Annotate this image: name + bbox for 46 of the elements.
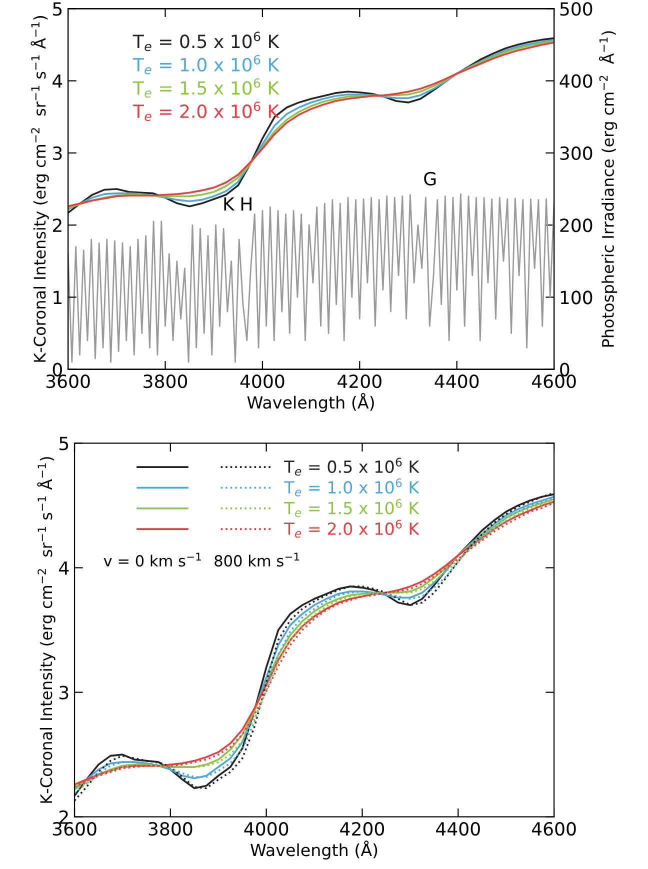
y2-tick-label: 400: [560, 74, 592, 88]
legend-label: T$_{e}$ = 1.0 x 10$^{6}$ K: [284, 478, 420, 496]
line-series: [68, 193, 554, 363]
x-tick-label: 4200: [340, 822, 384, 836]
x-tick-label: 4200: [338, 374, 382, 388]
text: T$_{e}$ = 1.0 x 10$^{6}$ K: [132, 54, 280, 74]
x-tick-label: 3600: [52, 822, 96, 836]
y2-tick-label: 500: [560, 2, 592, 16]
annotation: 800 km s$^{−1}$: [214, 552, 300, 567]
text: K-Coronal Intensity (erg cm$^{−2}$ sr$^{−1}$ s$^{−1}$ Å$^{−1}$): [37, 457, 56, 803]
y-tick-label: 5: [53, 2, 62, 16]
series-label: T$_{e}$ = 1.5 x 10$^{6}$ K: [132, 78, 280, 98]
annotation: H: [241, 197, 252, 210]
x-tick-label: 4000: [244, 822, 288, 836]
y2-axis-title: Photospheric Irradiance (erg cm$^{−2}$ Å$^{−1}$): [598, 31, 618, 347]
x-tick-label: 4400: [434, 374, 479, 388]
annotation: v = 0 km s$^{−1}$: [104, 552, 201, 567]
text: T$_{e}$ = 0.5 x 10$^{6}$ K: [132, 32, 280, 52]
annotation: G: [424, 172, 436, 186]
x-tick-label: 4000: [240, 374, 284, 388]
x-tick-label: 4400: [436, 822, 480, 836]
legend-label: T$_{e}$ = 2.0 x 10$^{6}$ K: [284, 520, 420, 538]
y-tick-label: 2: [53, 218, 62, 232]
y2-tick-label: 300: [560, 146, 592, 160]
y-tick-label: 0: [52, 362, 62, 376]
y-tick-label: 5: [60, 436, 68, 450]
y-tick-label: 3: [53, 146, 62, 160]
x-tick-label: 4600: [532, 374, 576, 388]
x-tick-label: 3800: [148, 822, 192, 836]
y-tick-label: 4: [59, 561, 69, 575]
legend-label: T$_{e}$ = 0.5 x 10$^{6}$ K: [284, 458, 420, 476]
x-tick-label: 3800: [144, 374, 188, 388]
y2-tick-label: 200: [560, 218, 592, 232]
annotation: K: [224, 197, 235, 210]
y-tick-label: 3: [60, 686, 68, 700]
y2-tick-label: 100: [560, 290, 592, 304]
x-tick-label: 4600: [532, 822, 576, 836]
x-axis-title: Wavelength (Å): [247, 393, 374, 412]
series-label: T$_{e}$ = 2.0 x 10$^{6}$ K: [132, 102, 280, 121]
x-tick-label: 3600: [46, 374, 90, 388]
y2-tick-label: 0: [560, 362, 570, 376]
y-tick-label: 1: [54, 290, 62, 304]
y-tick-label: 4: [52, 74, 62, 88]
x-axis-title: Wavelength (Å): [250, 840, 378, 860]
legend-label: T$_{e}$ = 1.5 x 10$^{6}$ K: [284, 499, 420, 517]
text: K-Coronal Intensity (erg cm$^{−2}$ sr$^{−1}$ s$^{−1}$ Å$^{−1}$): [30, 16, 49, 362]
